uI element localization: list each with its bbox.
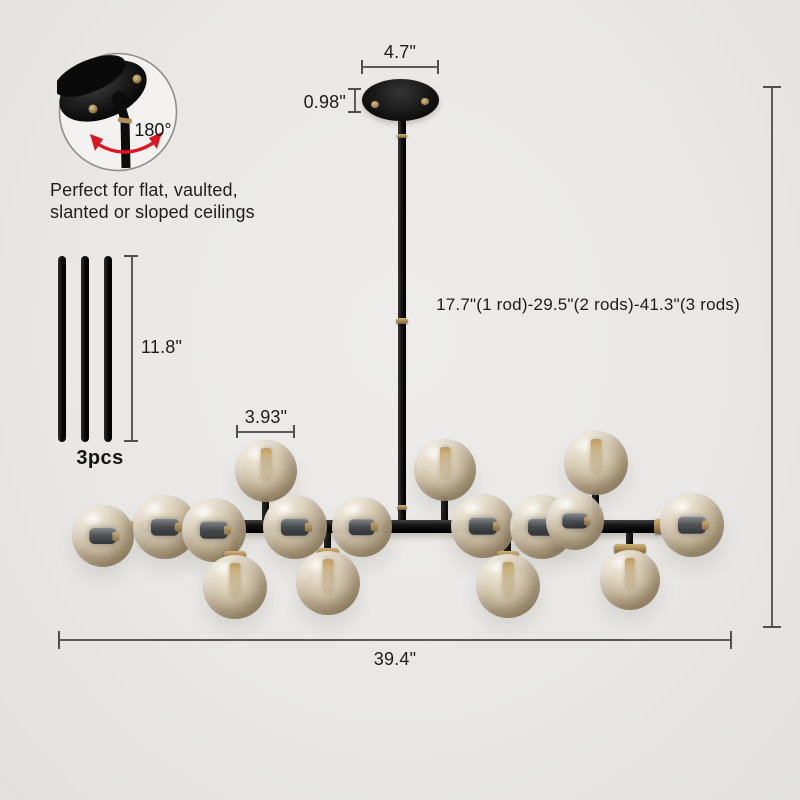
globe-socket	[348, 519, 379, 535]
glass-globe	[600, 550, 660, 610]
globe-cap	[614, 544, 646, 554]
glass-globe	[660, 493, 724, 557]
rotation-angle-label: 180°	[134, 120, 171, 140]
spare-rod	[58, 256, 66, 442]
dimension-tick	[58, 631, 60, 649]
globe-diameter-dimension-line	[237, 431, 295, 433]
dimension-tick	[361, 60, 363, 74]
globe-socket	[199, 521, 231, 539]
curved-arrow-icon	[95, 139, 157, 154]
dimension-tick	[124, 255, 138, 257]
drop-height-label: 17.7"(1 rod)-29.5"(2 rods)-41.3"(3 rods)	[436, 295, 740, 314]
globe-socket	[468, 517, 500, 535]
fixture-width-dimension-line	[59, 639, 732, 641]
canopy-rim	[54, 55, 126, 97]
canopy-width-label: 4.7"	[383, 42, 417, 62]
glass-globe	[546, 492, 604, 550]
globe-socket	[280, 518, 312, 536]
glass-globe	[235, 440, 297, 502]
canopy-screw	[132, 74, 142, 84]
rod-brass-ring	[117, 117, 133, 124]
canopy-screw	[88, 104, 98, 114]
dimension-tick	[763, 86, 781, 88]
canopy-height-dimension-line	[354, 89, 356, 113]
glass-globe	[263, 495, 327, 559]
globe-diameter-label: 3.93"	[244, 407, 288, 427]
canopy-height-label: 0.98"	[303, 92, 346, 112]
rod-count-label: 3pcs	[76, 447, 124, 469]
glass-globe	[182, 498, 246, 562]
glass-globe	[564, 431, 628, 495]
arrowhead-right-icon	[149, 132, 162, 149]
stem	[262, 497, 269, 524]
rod-length-dimension-line	[131, 256, 133, 442]
stem	[626, 530, 633, 549]
dimension-tick	[437, 60, 439, 74]
bulb	[322, 559, 334, 593]
bulb	[229, 563, 241, 597]
glass-globe	[476, 554, 540, 618]
caption-line-1: Perfect for flat, vaulted,	[50, 180, 238, 200]
canopy-screw	[371, 101, 379, 108]
rod-connector-ring	[396, 318, 408, 324]
glass-globe	[72, 505, 134, 567]
bulb	[260, 448, 272, 481]
globe-socket	[89, 527, 120, 545]
stem	[441, 496, 448, 524]
stem	[324, 530, 331, 554]
rod-connector-ring	[397, 505, 407, 510]
rod-length-label: 11.8"	[141, 337, 183, 357]
dimension-tick	[236, 425, 238, 438]
drop-height-dimension-line	[771, 87, 773, 628]
dimension-tick	[293, 425, 295, 438]
dimension-tick	[730, 631, 732, 649]
dimension-tick	[124, 440, 138, 442]
canopy-screw	[421, 98, 429, 105]
spare-rod	[81, 256, 89, 442]
spare-rod	[104, 256, 112, 442]
inset-caption: Perfect for flat, vaulted, slanted or sl…	[50, 180, 300, 223]
ceiling-adapter-inset: 180°	[54, 52, 179, 174]
glass-globe	[203, 555, 267, 619]
arrowhead-left-icon	[90, 134, 103, 151]
fixture-width-label: 39.4"	[373, 649, 417, 669]
dimension-tick	[348, 88, 361, 90]
dimension-tick	[348, 111, 361, 113]
swivel-canopy-illustration: 180°	[54, 52, 178, 172]
glass-globe	[332, 497, 392, 557]
bulb	[590, 439, 602, 473]
glass-globe	[296, 551, 360, 615]
bulb	[439, 447, 451, 480]
rod-connector-ring	[397, 134, 407, 138]
glass-globe	[414, 439, 476, 501]
caption-line-2: slanted or sloped ceilings	[50, 201, 255, 222]
globe-socket	[562, 513, 590, 529]
glass-globe	[451, 494, 515, 558]
canopy-width-dimension-line	[361, 66, 439, 68]
bulb	[624, 557, 636, 589]
bulb	[502, 562, 514, 596]
globe-socket	[677, 516, 709, 534]
dimension-tick	[763, 626, 781, 628]
globe-socket	[150, 518, 182, 536]
